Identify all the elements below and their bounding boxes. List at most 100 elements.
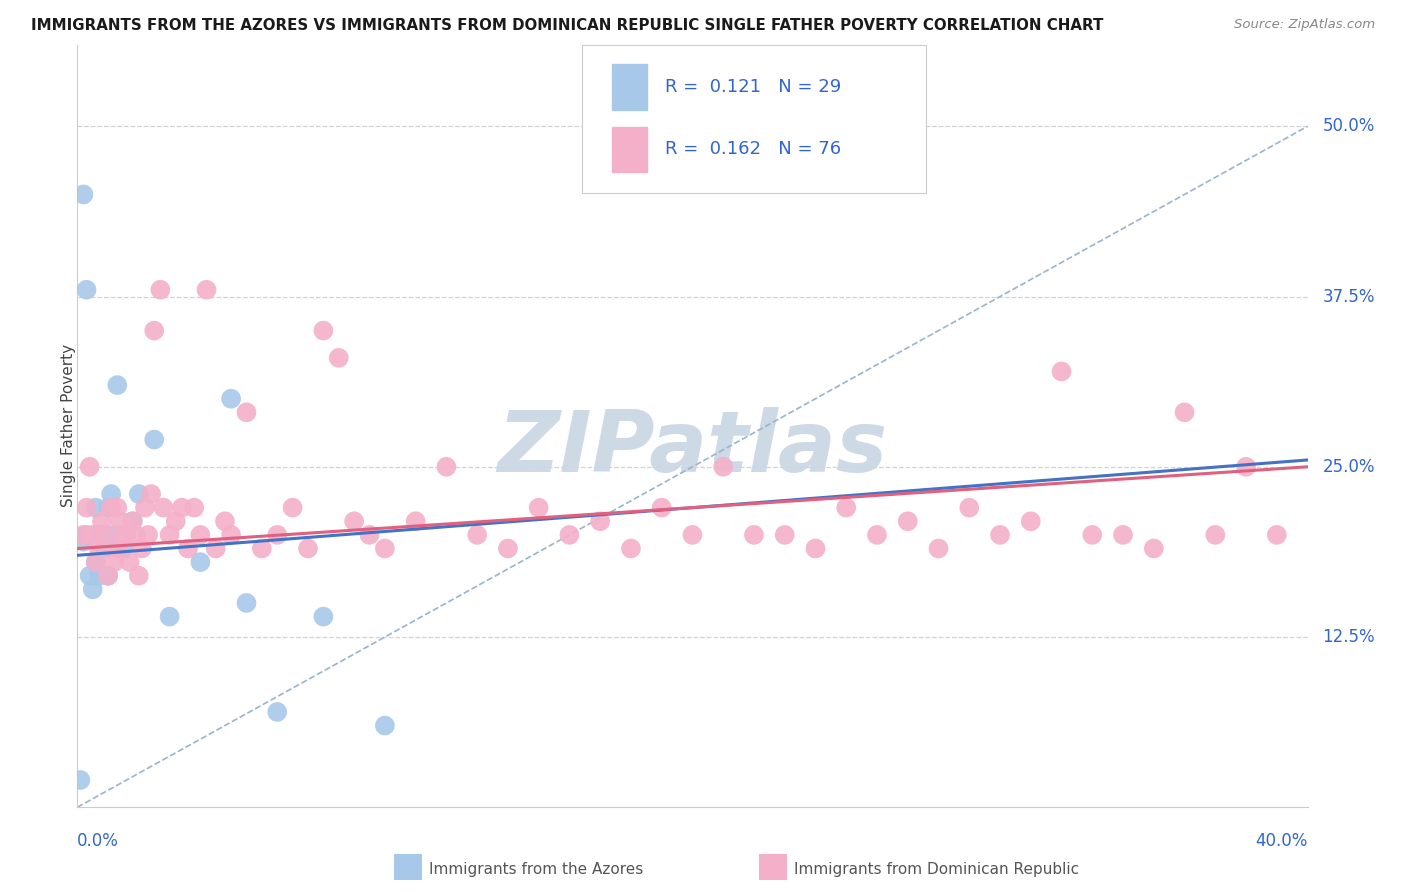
Point — [250, 541, 273, 556]
Point — [69, 772, 91, 787]
Point — [128, 487, 150, 501]
Y-axis label: Single Father Poverty: Single Father Poverty — [62, 344, 76, 508]
Point — [103, 555, 125, 569]
Point — [82, 582, 104, 597]
Point — [957, 500, 980, 515]
Text: Source: ZipAtlas.com: Source: ZipAtlas.com — [1234, 18, 1375, 31]
Point — [651, 500, 673, 515]
Text: R =  0.162   N = 76: R = 0.162 N = 76 — [665, 140, 842, 159]
Point — [620, 541, 643, 556]
Point — [742, 528, 765, 542]
Point — [94, 541, 117, 556]
Point — [170, 500, 193, 515]
Point — [405, 514, 427, 528]
Point — [87, 568, 110, 582]
Point — [165, 514, 187, 528]
Point — [76, 528, 98, 542]
Point — [219, 528, 242, 542]
Point — [1234, 459, 1257, 474]
Point — [866, 528, 889, 542]
Point — [84, 555, 107, 569]
Point — [103, 528, 125, 542]
Point — [711, 459, 734, 474]
Point — [343, 514, 366, 528]
Point — [214, 514, 236, 528]
Point — [527, 500, 550, 515]
Point — [152, 500, 174, 515]
Point — [110, 514, 132, 528]
Point — [100, 500, 122, 515]
Point — [72, 187, 94, 202]
Point — [1143, 541, 1166, 556]
Point — [112, 528, 135, 542]
Point — [558, 528, 581, 542]
Point — [76, 283, 98, 297]
Point — [988, 528, 1011, 542]
Point — [436, 459, 458, 474]
Point — [105, 541, 128, 556]
Point — [835, 500, 858, 515]
Point — [1265, 528, 1288, 542]
Point — [118, 555, 141, 569]
Point — [115, 528, 138, 542]
Point — [1050, 364, 1073, 378]
Point — [465, 528, 488, 542]
Point — [112, 541, 135, 556]
Point — [97, 568, 120, 582]
Point — [149, 283, 172, 297]
Point — [773, 528, 796, 542]
Point — [312, 609, 335, 624]
Point — [1112, 528, 1135, 542]
Point — [804, 541, 827, 556]
Point — [266, 528, 288, 542]
Point — [235, 596, 257, 610]
Point — [105, 500, 128, 515]
Point — [131, 541, 153, 556]
Point — [219, 392, 242, 406]
FancyBboxPatch shape — [582, 45, 927, 194]
Text: R =  0.121   N = 29: R = 0.121 N = 29 — [665, 78, 842, 95]
Text: Immigrants from the Azores: Immigrants from the Azores — [429, 863, 643, 877]
Text: 25.0%: 25.0% — [1323, 458, 1375, 475]
Bar — [613, 64, 647, 110]
Point — [90, 514, 114, 528]
Point — [82, 528, 104, 542]
Point — [94, 528, 117, 542]
Text: 0.0%: 0.0% — [77, 831, 120, 850]
Point — [328, 351, 350, 365]
Point — [121, 514, 143, 528]
Point — [136, 528, 159, 542]
Point — [374, 541, 396, 556]
Text: 12.5%: 12.5% — [1323, 628, 1375, 646]
Point — [87, 528, 110, 542]
Text: Immigrants from Dominican Republic: Immigrants from Dominican Republic — [794, 863, 1080, 877]
Text: 37.5%: 37.5% — [1323, 287, 1375, 306]
Point — [128, 568, 150, 582]
Point — [897, 514, 920, 528]
Point — [105, 378, 128, 392]
Point — [143, 324, 166, 338]
Point — [84, 555, 107, 569]
Point — [496, 541, 519, 556]
Point — [183, 500, 205, 515]
Point — [76, 500, 98, 515]
Point — [1204, 528, 1226, 542]
Text: 50.0%: 50.0% — [1323, 118, 1375, 136]
Point — [141, 487, 163, 501]
Point — [589, 514, 612, 528]
Point — [1174, 405, 1197, 419]
Point — [928, 541, 950, 556]
Point — [297, 541, 319, 556]
Point — [312, 324, 335, 338]
Point — [359, 528, 381, 542]
Point — [79, 459, 101, 474]
Point — [84, 500, 107, 515]
Point — [143, 433, 166, 447]
Bar — [613, 127, 647, 172]
Point — [188, 555, 212, 569]
Point — [100, 487, 122, 501]
Point — [188, 528, 212, 542]
Point — [1081, 528, 1104, 542]
Point — [1019, 514, 1042, 528]
Point — [204, 541, 226, 556]
